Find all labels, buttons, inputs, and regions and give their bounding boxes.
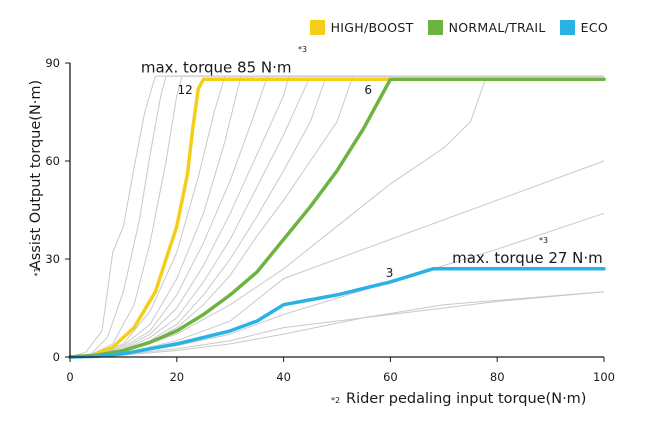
- reference-curves: [69, 75, 605, 358]
- x-tick-label: 100: [593, 370, 615, 384]
- series-line-normal-trail: [68, 77, 606, 359]
- series-line-eco: [68, 267, 606, 359]
- ticks: 0 20 40 60 80 100 0 30 60 90: [45, 56, 615, 384]
- reference-curve: [69, 75, 604, 358]
- x-tick-label: 80: [490, 370, 505, 384]
- y-tick-label: 0: [53, 350, 60, 364]
- y-tick-label: 60: [45, 154, 60, 168]
- level-label-3: 3: [386, 266, 394, 280]
- y-tick-label: 30: [45, 252, 60, 266]
- reference-curve: [69, 75, 604, 358]
- reference-curve: [69, 75, 604, 358]
- reference-curve: [69, 75, 604, 358]
- x-axis-note: *2: [331, 396, 340, 405]
- legend-swatch-high-boost: [309, 20, 325, 35]
- legend-label-eco: ECO: [580, 20, 608, 35]
- annotation-note-85: *3: [298, 45, 307, 54]
- legend-swatch-normal-trail: [427, 20, 443, 35]
- level-label-12: 12: [177, 83, 192, 97]
- y-axis-note: *1: [33, 267, 42, 276]
- reference-curve: [69, 75, 604, 358]
- x-tick-label: 40: [276, 370, 291, 384]
- annotation-max-torque-85: max. torque 85 N·m: [141, 58, 292, 76]
- legend-item-normal-trail: NORMAL/TRAIL: [427, 20, 546, 35]
- reference-curve: [69, 75, 604, 358]
- reference-curve: [69, 75, 604, 358]
- series-line-high-boost: [68, 77, 606, 359]
- level-label-6: 6: [364, 83, 372, 97]
- x-axis-title: Rider pedaling input torque(N·m): [346, 391, 586, 407]
- x-tick-label: 20: [169, 370, 184, 384]
- legend-swatch-eco: [559, 20, 575, 35]
- y-tick-label: 90: [45, 56, 60, 70]
- x-tick-label: 60: [383, 370, 398, 384]
- reference-curve: [69, 291, 605, 358]
- x-tick-label: 0: [66, 370, 73, 384]
- legend: HIGH/BOOST NORMAL/TRAIL ECO: [309, 20, 608, 35]
- series-lines: [68, 77, 606, 359]
- annotation-max-torque-27: max. torque 27 N·m: [452, 249, 603, 267]
- axes: [69, 63, 604, 358]
- reference-curve: [69, 212, 605, 358]
- legend-label-normal-trail: NORMAL/TRAIL: [448, 20, 546, 35]
- reference-curve: [69, 75, 604, 358]
- legend-item-high-boost: HIGH/BOOST: [309, 20, 414, 35]
- y-axis-title: Assist Output torque(N·m): [28, 80, 44, 270]
- reference-curve: [69, 75, 604, 358]
- reference-curve: [69, 75, 604, 358]
- legend-item-eco: ECO: [559, 20, 608, 35]
- reference-curve: [69, 75, 604, 358]
- annotation-note-27: *3: [539, 236, 548, 245]
- legend-label-high-boost: HIGH/BOOST: [330, 20, 414, 35]
